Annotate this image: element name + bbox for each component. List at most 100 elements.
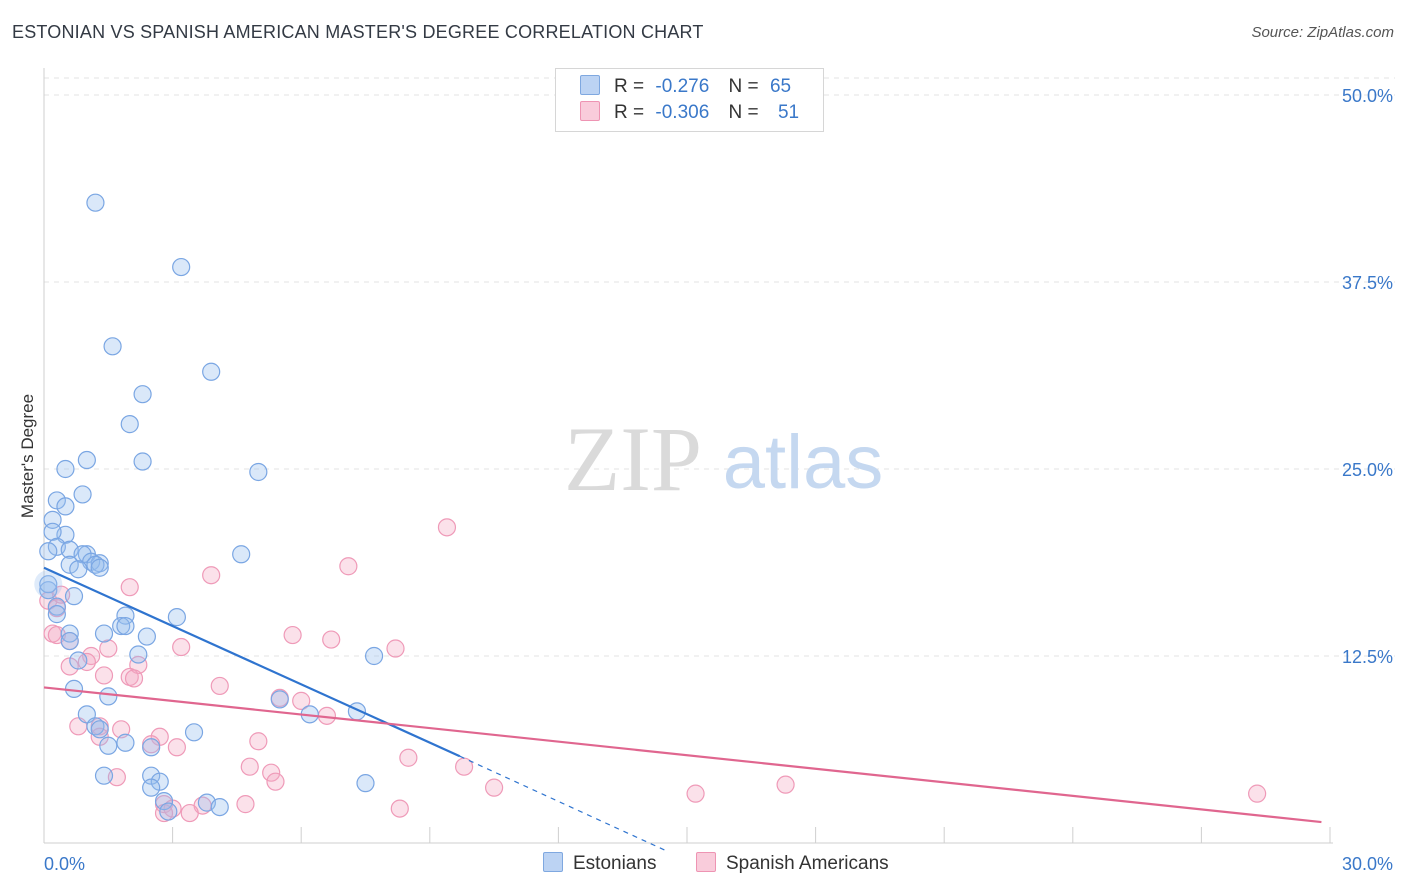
spanish-point: [437, 518, 457, 537]
estonian-point: [154, 792, 174, 811]
estonian-point: [69, 560, 88, 579]
estonian-point: [60, 624, 79, 643]
estonian-point: [142, 778, 161, 797]
estonian-point: [60, 631, 79, 651]
axes-layer: [43, 68, 1333, 844]
watermark: ZIP atlas: [564, 408, 883, 510]
estonian-point: [73, 485, 92, 504]
legend-r-value-spanish: -0.306: [655, 102, 710, 123]
estonians-legend-label: Estonians: [573, 853, 657, 874]
estonians-swatch: [543, 852, 563, 872]
spanish-point: [386, 639, 405, 658]
chart-title: ESTONIAN VS SPANISH AMERICAN MASTER'S DE…: [12, 22, 704, 42]
spanish-point: [283, 625, 302, 645]
spanish-point: [1248, 784, 1267, 803]
spanish-point: [124, 669, 144, 688]
legend-n-label: N =: [728, 76, 759, 97]
estonian-point: [90, 558, 109, 577]
trend-lines: [43, 566, 1322, 852]
estonian-point: [202, 362, 221, 381]
estonian-point: [232, 545, 251, 564]
source-label: Source: ZipAtlas.com: [1251, 24, 1394, 41]
spanish-point: [322, 630, 341, 649]
spanish-legend-label: Spanish Americans: [726, 853, 889, 874]
spanish-point: [686, 784, 705, 803]
estonian-point: [43, 522, 62, 541]
spanish-swatch: [580, 101, 600, 121]
estonian-point: [99, 736, 118, 755]
watermark-atlas: atlas: [723, 420, 884, 505]
estonian-point: [103, 337, 122, 356]
estonian-point: [210, 797, 229, 817]
spanish-point: [202, 566, 221, 585]
estonian-point: [116, 616, 135, 636]
tick-labels: 12.5% 25.0% 37.5% 50.0% 0.0% 30.0%: [44, 86, 1393, 874]
estonian-point: [116, 606, 135, 625]
spanish-point: [266, 772, 285, 791]
estonian-point: [39, 542, 58, 561]
estonian-point: [86, 193, 105, 212]
spanish-point: [339, 557, 358, 576]
estonian-point: [77, 450, 96, 470]
spanish-point: [94, 666, 114, 685]
estonian-points: [34, 193, 384, 821]
spanish-point: [240, 757, 259, 776]
estonian-point: [56, 459, 75, 479]
spanish-point: [776, 775, 795, 794]
spanish-point: [249, 732, 268, 751]
spanish-trend-line: [43, 686, 1322, 824]
estonian-point: [356, 774, 375, 793]
estonian-point: [69, 651, 88, 670]
estonian-point: [56, 497, 75, 516]
estonian-point: [60, 555, 79, 574]
legend-row-spanish: R = -0.306 N = 51: [580, 101, 799, 127]
legend-row-estonians: R = -0.276 N = 65: [580, 75, 791, 101]
estonian-point: [142, 738, 161, 757]
bottom-legend-estonians: Estonians: [543, 852, 656, 875]
spanish-point: [485, 778, 504, 797]
estonian-point: [172, 257, 191, 277]
legend-r-value-estonians: -0.276: [655, 76, 710, 97]
estonian-point: [90, 720, 109, 739]
estonian-point: [184, 723, 204, 742]
estonian-point: [167, 608, 186, 627]
grid-layer: [44, 77, 1395, 657]
spanish-points: [39, 518, 1267, 823]
estonian-point: [120, 415, 139, 434]
estonian-point: [47, 597, 66, 616]
estonian-point: [99, 687, 118, 706]
spanish-point: [399, 748, 418, 767]
estonian-point: [159, 802, 178, 821]
x-tick-label: 30.0%: [1342, 854, 1393, 874]
estonians-swatch: [580, 75, 600, 95]
spanish-point: [180, 803, 199, 823]
legend-n-value-estonians: 65: [769, 76, 792, 97]
y-tick-label: 12.5%: [1342, 647, 1393, 667]
legend-n-value-spanish: 51: [777, 102, 800, 123]
y-tick-label: 50.0%: [1342, 86, 1393, 106]
estonian-point: [94, 766, 114, 785]
legend-r-label: R =: [614, 76, 645, 97]
estonian-point: [112, 616, 131, 636]
spanish-point: [390, 799, 409, 818]
spanish-point: [292, 691, 311, 710]
y-axis-label: Master's Degree: [18, 393, 37, 519]
estonian-point: [129, 645, 148, 664]
legend-r-label: R =: [614, 102, 645, 123]
bottom-legend-spanish: Spanish Americans: [696, 852, 889, 875]
spanish-point: [236, 795, 255, 814]
estonian-cluster-point: [34, 570, 63, 599]
estonian-point: [270, 690, 289, 709]
spanish-point: [167, 738, 186, 757]
legend-n-label: N =: [728, 102, 759, 123]
spanish-point: [262, 763, 281, 782]
spanish-point: [99, 639, 118, 658]
spanish-point: [120, 578, 139, 597]
estonian-point: [249, 462, 268, 482]
estonian-point: [64, 587, 84, 606]
spanish-point: [210, 676, 229, 696]
estonian-point: [133, 385, 152, 404]
estonian-trend-extension: [459, 755, 666, 852]
watermark-zip: ZIP: [564, 408, 702, 510]
